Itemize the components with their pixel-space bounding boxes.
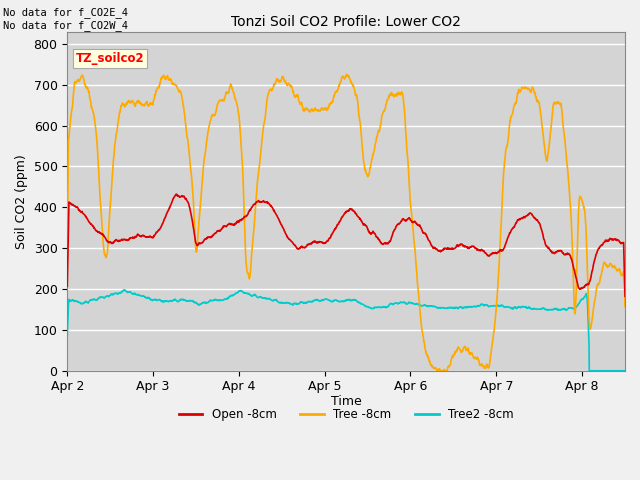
Text: No data for f_CO2E_4
No data for f_CO2W_4: No data for f_CO2E_4 No data for f_CO2W_… [3,7,128,31]
Title: Tonzi Soil CO2 Profile: Lower CO2: Tonzi Soil CO2 Profile: Lower CO2 [231,15,461,29]
Y-axis label: Soil CO2 (ppm): Soil CO2 (ppm) [15,154,28,249]
Text: TZ_soilco2: TZ_soilco2 [76,52,144,65]
X-axis label: Time: Time [331,395,362,408]
Legend: Open -8cm, Tree -8cm, Tree2 -8cm: Open -8cm, Tree -8cm, Tree2 -8cm [174,404,518,426]
